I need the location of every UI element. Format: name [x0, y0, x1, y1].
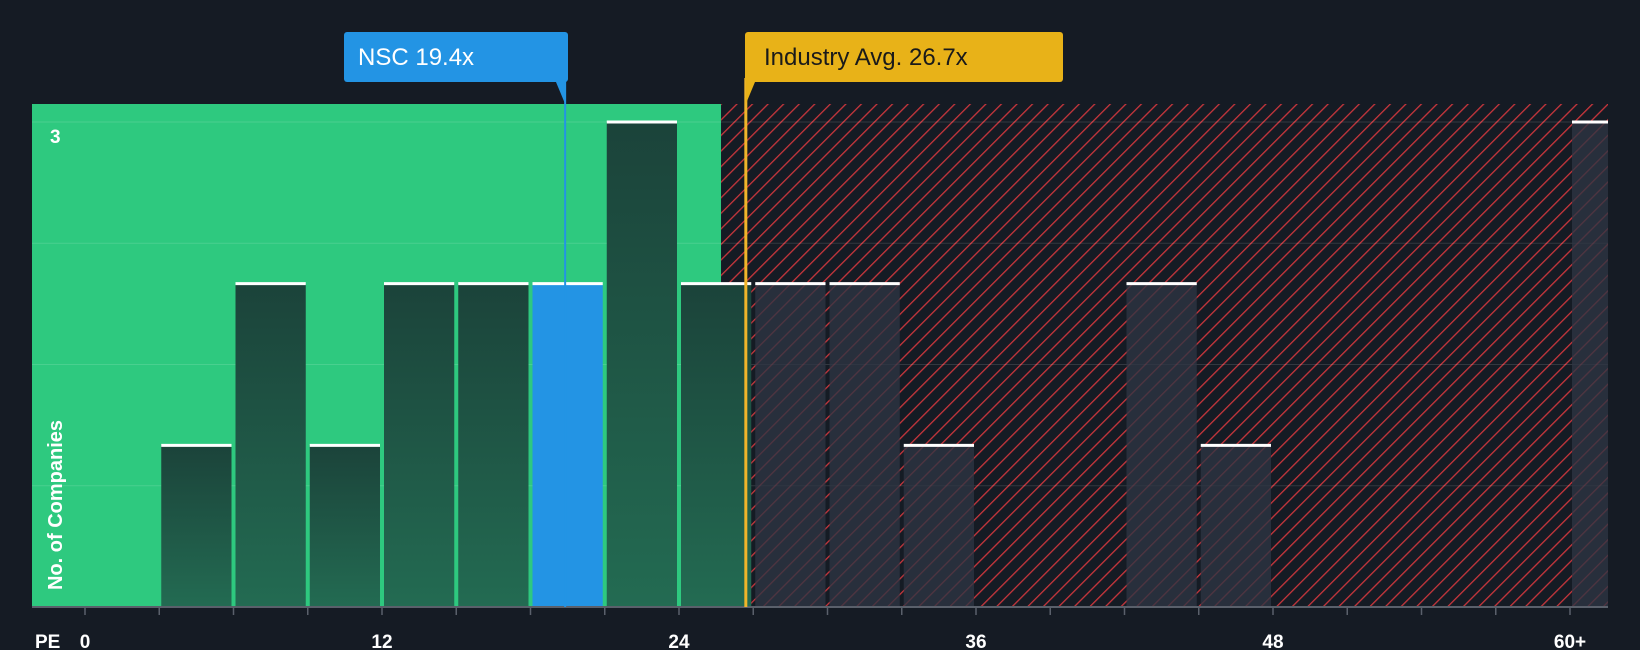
x-axis-label: PE — [35, 632, 60, 650]
y-tick-label: 3 — [50, 127, 61, 148]
x-axis: 0 12 24 36 48 60+ — [32, 606, 1608, 650]
x-tick-label: 36 — [965, 632, 986, 650]
histogram-bar — [532, 283, 603, 607]
histogram-bar — [755, 283, 826, 607]
company-label: NSC 19.4x — [358, 44, 474, 71]
histogram-bar — [161, 445, 232, 607]
histogram-bar — [1572, 122, 1608, 607]
company-label-box — [344, 32, 568, 82]
x-tick-label: 48 — [1262, 632, 1283, 650]
histogram-bar — [606, 122, 677, 607]
x-tick-label: 0 — [80, 632, 91, 650]
histogram-bar — [903, 445, 974, 607]
histogram-bar — [458, 283, 529, 607]
histogram-bar — [235, 283, 306, 607]
y-axis-label: No. of Companies — [45, 420, 67, 590]
histogram-bar — [309, 445, 380, 607]
x-tick-label: 12 — [371, 632, 392, 650]
histogram-bar — [681, 283, 752, 607]
x-tick-label: 24 — [668, 632, 690, 650]
industry-label: Industry Avg. 26.7x — [764, 44, 968, 71]
histogram-bar — [384, 283, 455, 607]
industry-label-box — [745, 32, 1063, 82]
company-label-pointer — [555, 80, 566, 104]
histogram-bar — [1200, 445, 1271, 607]
histogram-bar — [829, 283, 900, 607]
x-tick-label: 60+ — [1554, 632, 1586, 650]
value-markers: NSC 19.4x Industry Avg. 26.7x — [344, 32, 1063, 607]
histogram-bar — [1126, 283, 1197, 607]
histogram-bars — [161, 120, 1608, 607]
industry-label-pointer — [745, 80, 756, 104]
y-axis: 3 — [50, 127, 61, 148]
